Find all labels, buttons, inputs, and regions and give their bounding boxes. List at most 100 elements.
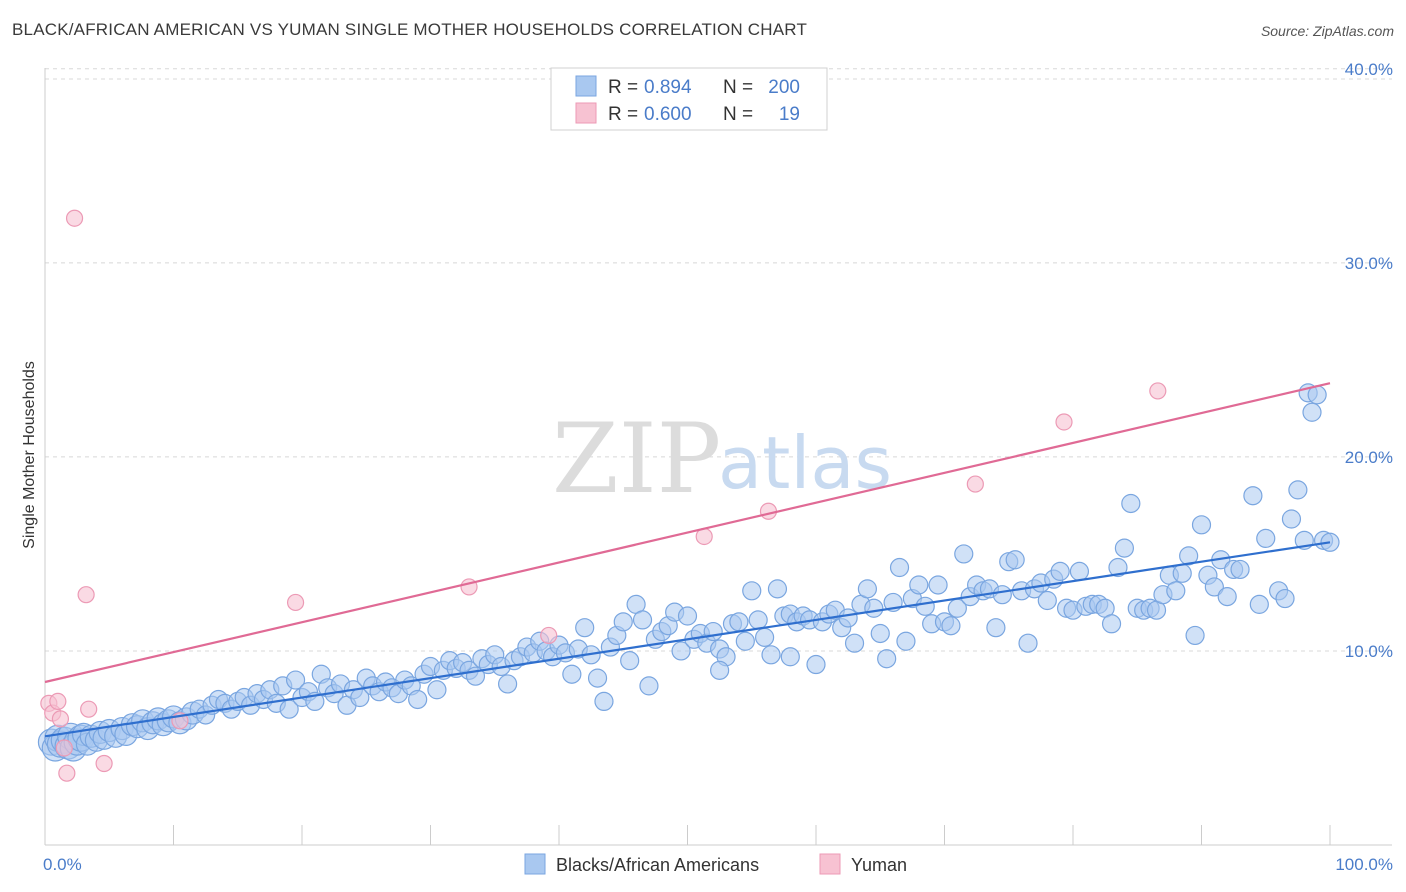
point-blacks-196	[1249, 594, 1269, 614]
point-yuman-11	[286, 593, 305, 612]
point-blacks-69	[427, 680, 447, 700]
point-blacks-169	[1069, 561, 1090, 581]
point-blacks-200	[1281, 509, 1302, 529]
legend-box	[550, 67, 828, 131]
y-axis-label: Single Mother Households	[21, 361, 38, 549]
point-blacks-90	[562, 664, 582, 684]
point-blacks-101	[632, 610, 653, 630]
point-blacks-136	[857, 579, 878, 599]
point-blacks-99	[620, 651, 640, 671]
x-tick-label-0: 0.0%	[43, 855, 82, 874]
legend-r-value-2: 0.600	[644, 104, 692, 125]
point-yuman-6	[65, 209, 84, 227]
point-blacks-145	[915, 596, 935, 616]
point-blacks-209	[710, 660, 730, 680]
point-blacks-95	[594, 691, 614, 712]
point-yuman-8	[80, 700, 98, 718]
stats-legend: R = 0.894 N = 200 R = 0.600 N = 19	[550, 67, 828, 131]
point-blacks-166	[1050, 561, 1070, 581]
watermark: ZIP atlas	[552, 403, 892, 515]
x-tick-label-1: 100.0%	[1335, 855, 1393, 874]
point-yuman-7	[77, 586, 95, 604]
point-blacks-176	[1114, 538, 1135, 558]
point-blacks-119	[748, 610, 768, 630]
legend-n-value-1: 200	[768, 77, 800, 98]
trend-lines	[44, 382, 1331, 738]
trend-line-yuman	[44, 382, 1331, 684]
point-blacks-137	[864, 598, 884, 618]
point-yuman-3	[51, 710, 70, 728]
point-blacks-186	[1179, 546, 1199, 566]
point-yuman-17	[1055, 413, 1073, 431]
point-blacks-151	[954, 544, 974, 564]
point-blacks-195	[1243, 486, 1263, 506]
source-label: Source: ZipAtlas.com	[1260, 23, 1394, 39]
point-blacks-164	[1037, 590, 1057, 611]
point-blacks-190	[1204, 577, 1224, 597]
y-tick-label-1: 20.0%	[1345, 448, 1393, 467]
y-tick-label-0: 10.0%	[1345, 642, 1393, 661]
point-blacks-187	[1185, 625, 1205, 646]
point-blacks-134	[844, 633, 865, 653]
point-blacks-117	[735, 631, 755, 651]
point-blacks-204	[1302, 402, 1322, 422]
point-blacks-121	[761, 645, 781, 665]
point-blacks-197	[1256, 528, 1276, 549]
legend-swatch-pink	[575, 102, 597, 124]
point-blacks-116	[729, 612, 749, 632]
legend-r-label-2: R =	[608, 104, 638, 125]
point-yuman-2	[49, 692, 67, 711]
legend-r-label-1: R =	[608, 77, 638, 98]
point-blacks-161	[1018, 633, 1038, 653]
watermark-atlas: atlas	[718, 421, 892, 505]
point-yuman-13	[540, 626, 558, 645]
point-blacks-112	[703, 621, 723, 642]
bottom-legend-swatch-blue	[524, 853, 546, 875]
y-tick-labels: 10.0% 20.0% 30.0% 40.0%	[1345, 60, 1393, 661]
point-blacks-149	[941, 616, 961, 636]
legend-n-label-1: N =	[723, 77, 753, 98]
point-blacks-208	[780, 647, 800, 667]
bottom-legend-label-pink: Yuman	[851, 855, 907, 875]
point-yuman-5	[58, 764, 76, 782]
legend-n-value-2: 19	[779, 104, 800, 125]
point-blacks-194	[1230, 559, 1250, 580]
point-blacks-128	[806, 654, 826, 675]
point-blacks-159	[1005, 550, 1025, 570]
x-tick-labels: 0.0% 100.0%	[43, 855, 1393, 874]
point-blacks-192	[1217, 587, 1237, 607]
point-blacks-175	[1108, 557, 1128, 578]
point-blacks-120	[754, 627, 775, 647]
point-blacks-174	[1101, 614, 1122, 634]
point-blacks-108	[677, 606, 698, 626]
legend-n-label-2: N =	[723, 104, 753, 125]
legend-r-value-1: 0.894	[644, 77, 692, 98]
trend-line-blacks	[44, 541, 1331, 738]
point-blacks-47	[285, 670, 306, 690]
point-blacks-138	[870, 623, 890, 644]
point-blacks-133	[838, 608, 858, 628]
point-blacks-98	[613, 612, 633, 632]
bottom-legend-swatch-pink	[819, 853, 841, 875]
legend-swatch-blue	[575, 75, 597, 97]
point-yuman-15	[759, 502, 778, 520]
point-blacks-156	[986, 618, 1006, 638]
point-blacks-199	[1275, 588, 1295, 609]
watermark-zip: ZIP	[552, 403, 721, 515]
point-blacks-102	[639, 676, 659, 696]
point-blacks-188	[1191, 515, 1212, 535]
chart-title: BLACK/AFRICAN AMERICAN VS YUMAN SINGLE M…	[12, 20, 808, 39]
point-blacks-139	[877, 649, 897, 669]
point-yuman-4	[55, 739, 73, 757]
point-blacks-122	[767, 579, 788, 599]
point-yuman-16	[966, 475, 984, 493]
point-blacks-147	[928, 575, 948, 595]
point-blacks-107	[671, 641, 691, 661]
point-blacks-141	[889, 557, 910, 578]
point-blacks-66	[408, 689, 428, 710]
point-blacks-177	[1121, 493, 1141, 514]
point-blacks-94	[587, 668, 608, 688]
point-blacks-118	[742, 581, 762, 601]
y-tick-label-2: 30.0%	[1345, 254, 1393, 273]
